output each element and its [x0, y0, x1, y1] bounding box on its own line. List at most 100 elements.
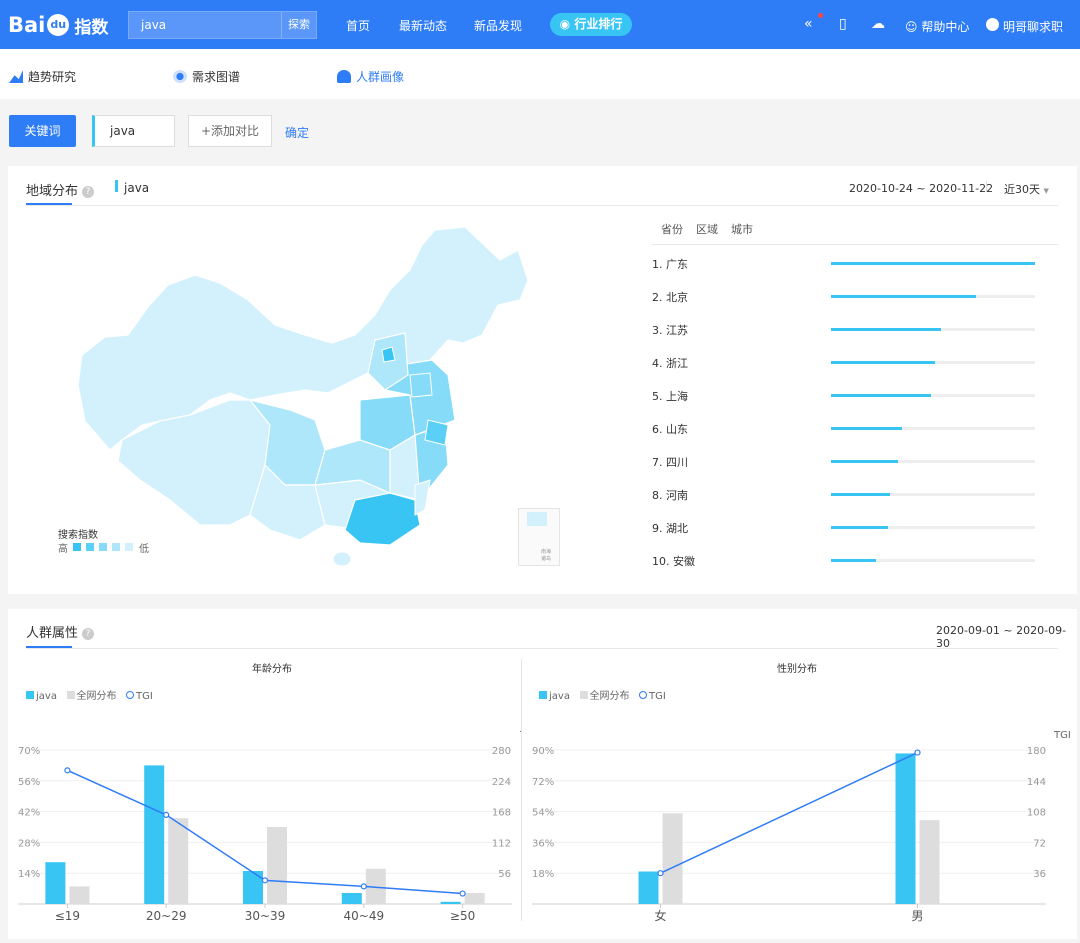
south-sea-inset: 南海诸岛 [518, 508, 560, 566]
user-name[interactable]: 明哥聊求职 [1003, 20, 1064, 34]
tab-trend-research[interactable]: 趋势研究 [9, 68, 76, 85]
rank-row[interactable]: 5. 上海 [652, 388, 1072, 404]
region-guangdong[interactable] [344, 492, 421, 546]
bar-all [69, 886, 90, 904]
bar-java [440, 901, 461, 904]
help-icon[interactable]: ? [82, 186, 95, 198]
nav-news[interactable]: 最新动态 [399, 19, 448, 33]
x-tick-label: ≥50 [450, 909, 475, 923]
region-shanghai-jiangsu[interactable] [424, 419, 449, 446]
bar-all [168, 818, 189, 904]
legend-series: java [549, 691, 570, 702]
tab-crowd-portrait[interactable]: 人群画像 [337, 68, 404, 85]
add-compare-button[interactable]: +添加对比 [188, 115, 272, 147]
nav-home[interactable]: 首页 [346, 19, 371, 33]
paw-icon [47, 14, 70, 36]
rank-bar [831, 394, 931, 397]
x-tick-label: 男 [911, 909, 923, 923]
tab-area[interactable]: 区域 [696, 223, 718, 236]
bar-java [45, 862, 66, 904]
tab-province[interactable]: 省份 [661, 223, 683, 236]
x-tick-label: 30~39 [245, 909, 286, 923]
region-date-range: 2020-10-24 ~ 2020-11-22 [849, 182, 994, 195]
rank-row[interactable]: 9. 湖北 [652, 520, 1072, 536]
tgi-point [657, 870, 664, 877]
gender-chart: TGI 90% 180 72% 144 54% 108 36% 72 18% 36 女 男 [532, 730, 1071, 923]
rank-row[interactable]: 1. 广东 [652, 256, 1072, 272]
inset-label: 南海诸岛 [541, 549, 552, 562]
search-input[interactable] [129, 12, 283, 38]
region-beijing[interactable] [381, 346, 396, 363]
confirm-button[interactable]: 确定 [285, 126, 310, 140]
y2-tick-label: 112 [492, 838, 511, 849]
help-center-link[interactable]: ☺ 帮助中心 [905, 18, 969, 35]
tgi-line [67, 769, 463, 895]
keyword-button[interactable]: 关键词 [9, 115, 76, 147]
region-taiwan[interactable] [414, 479, 431, 516]
crowd-title[interactable]: 人群属性? [26, 622, 95, 641]
region-hainan[interactable] [332, 551, 352, 567]
period-select[interactable]: 近30天 ▼ [1004, 181, 1049, 197]
tab-label: 趋势研究 [28, 70, 77, 84]
region-series-label: java [124, 181, 150, 195]
y-tick-label: 90% [532, 746, 554, 757]
y2-tick-label: 56 [498, 869, 511, 880]
tab-city[interactable]: 城市 [731, 223, 753, 236]
rank-bar [831, 460, 899, 463]
period-label: 近30天 [1004, 183, 1040, 196]
rank-bar-track [831, 493, 1035, 496]
keyword-field[interactable]: java [92, 115, 175, 147]
region-shandong[interactable] [409, 372, 433, 398]
rank-label: 5. 上海 [652, 390, 688, 403]
region-northwest[interactable] [77, 226, 529, 451]
region-title[interactable]: 地域分布? [26, 180, 95, 199]
rank-bar-track [831, 394, 1035, 397]
crowd-divider [26, 648, 1058, 649]
y-tick-label: 28% [18, 838, 40, 849]
legend-all: 全网分布 [589, 691, 630, 702]
y2-tick-label: 72 [1033, 838, 1046, 849]
rank-row[interactable]: 6. 山东 [652, 421, 1072, 437]
y2-tick-label: 144 [1027, 777, 1046, 788]
y-tick-label: 56% [18, 777, 40, 788]
rank-bar-track [831, 295, 1035, 298]
rank-bar [831, 427, 903, 430]
tgi-point [261, 877, 269, 884]
y-tick-label: 36% [532, 838, 554, 849]
rank-row[interactable]: 10. 安徽 [652, 553, 1072, 569]
avatar[interactable] [986, 18, 999, 31]
region-yunnan[interactable] [249, 463, 326, 541]
notification-dot [818, 13, 823, 18]
bar-java [341, 893, 362, 904]
inset-land [527, 512, 547, 526]
legend-swatch [112, 543, 120, 551]
bell-icon[interactable]: « [804, 16, 813, 32]
rank-bar-track [831, 559, 1035, 562]
rank-bar-track [831, 262, 1035, 265]
legend-all: 全网分布 [76, 691, 117, 702]
baidu-index-logo[interactable]: Bai 指数 [8, 10, 108, 40]
help-icon[interactable]: ? [82, 628, 95, 640]
wechat-icon[interactable]: ☁ [871, 16, 885, 32]
rank-row[interactable]: 8. 河南 [652, 487, 1072, 503]
rank-row[interactable]: 3. 江苏 [652, 322, 1072, 338]
rank-bar [831, 493, 891, 496]
mobile-icon[interactable]: ▯ [839, 16, 847, 32]
rank-bar [831, 262, 1035, 265]
rank-row[interactable]: 7. 四川 [652, 454, 1072, 470]
search-button[interactable]: 探索 [281, 12, 316, 38]
region-tab-underline [26, 203, 72, 205]
tab-demand-map[interactable]: 需求图谱 [173, 68, 240, 85]
rank-row[interactable]: 4. 浙江 [652, 355, 1072, 371]
y2-tick-label: 224 [492, 777, 511, 788]
industry-ranking-button[interactable]: ◉ 行业排行 [550, 13, 632, 36]
nav-new-products[interactable]: 新品发现 [474, 19, 523, 33]
rank-bar [831, 361, 936, 364]
map-legend-title: 搜索指数 [58, 530, 98, 541]
rank-bar [831, 295, 976, 298]
map-legend-high: 高 [58, 544, 68, 555]
rank-label: 3. 江苏 [652, 324, 688, 337]
y2-tick-label: 36 [1033, 869, 1046, 880]
rank-row[interactable]: 2. 北京 [652, 289, 1072, 305]
gender-legend: java 全网分布 TGI [539, 687, 666, 702]
